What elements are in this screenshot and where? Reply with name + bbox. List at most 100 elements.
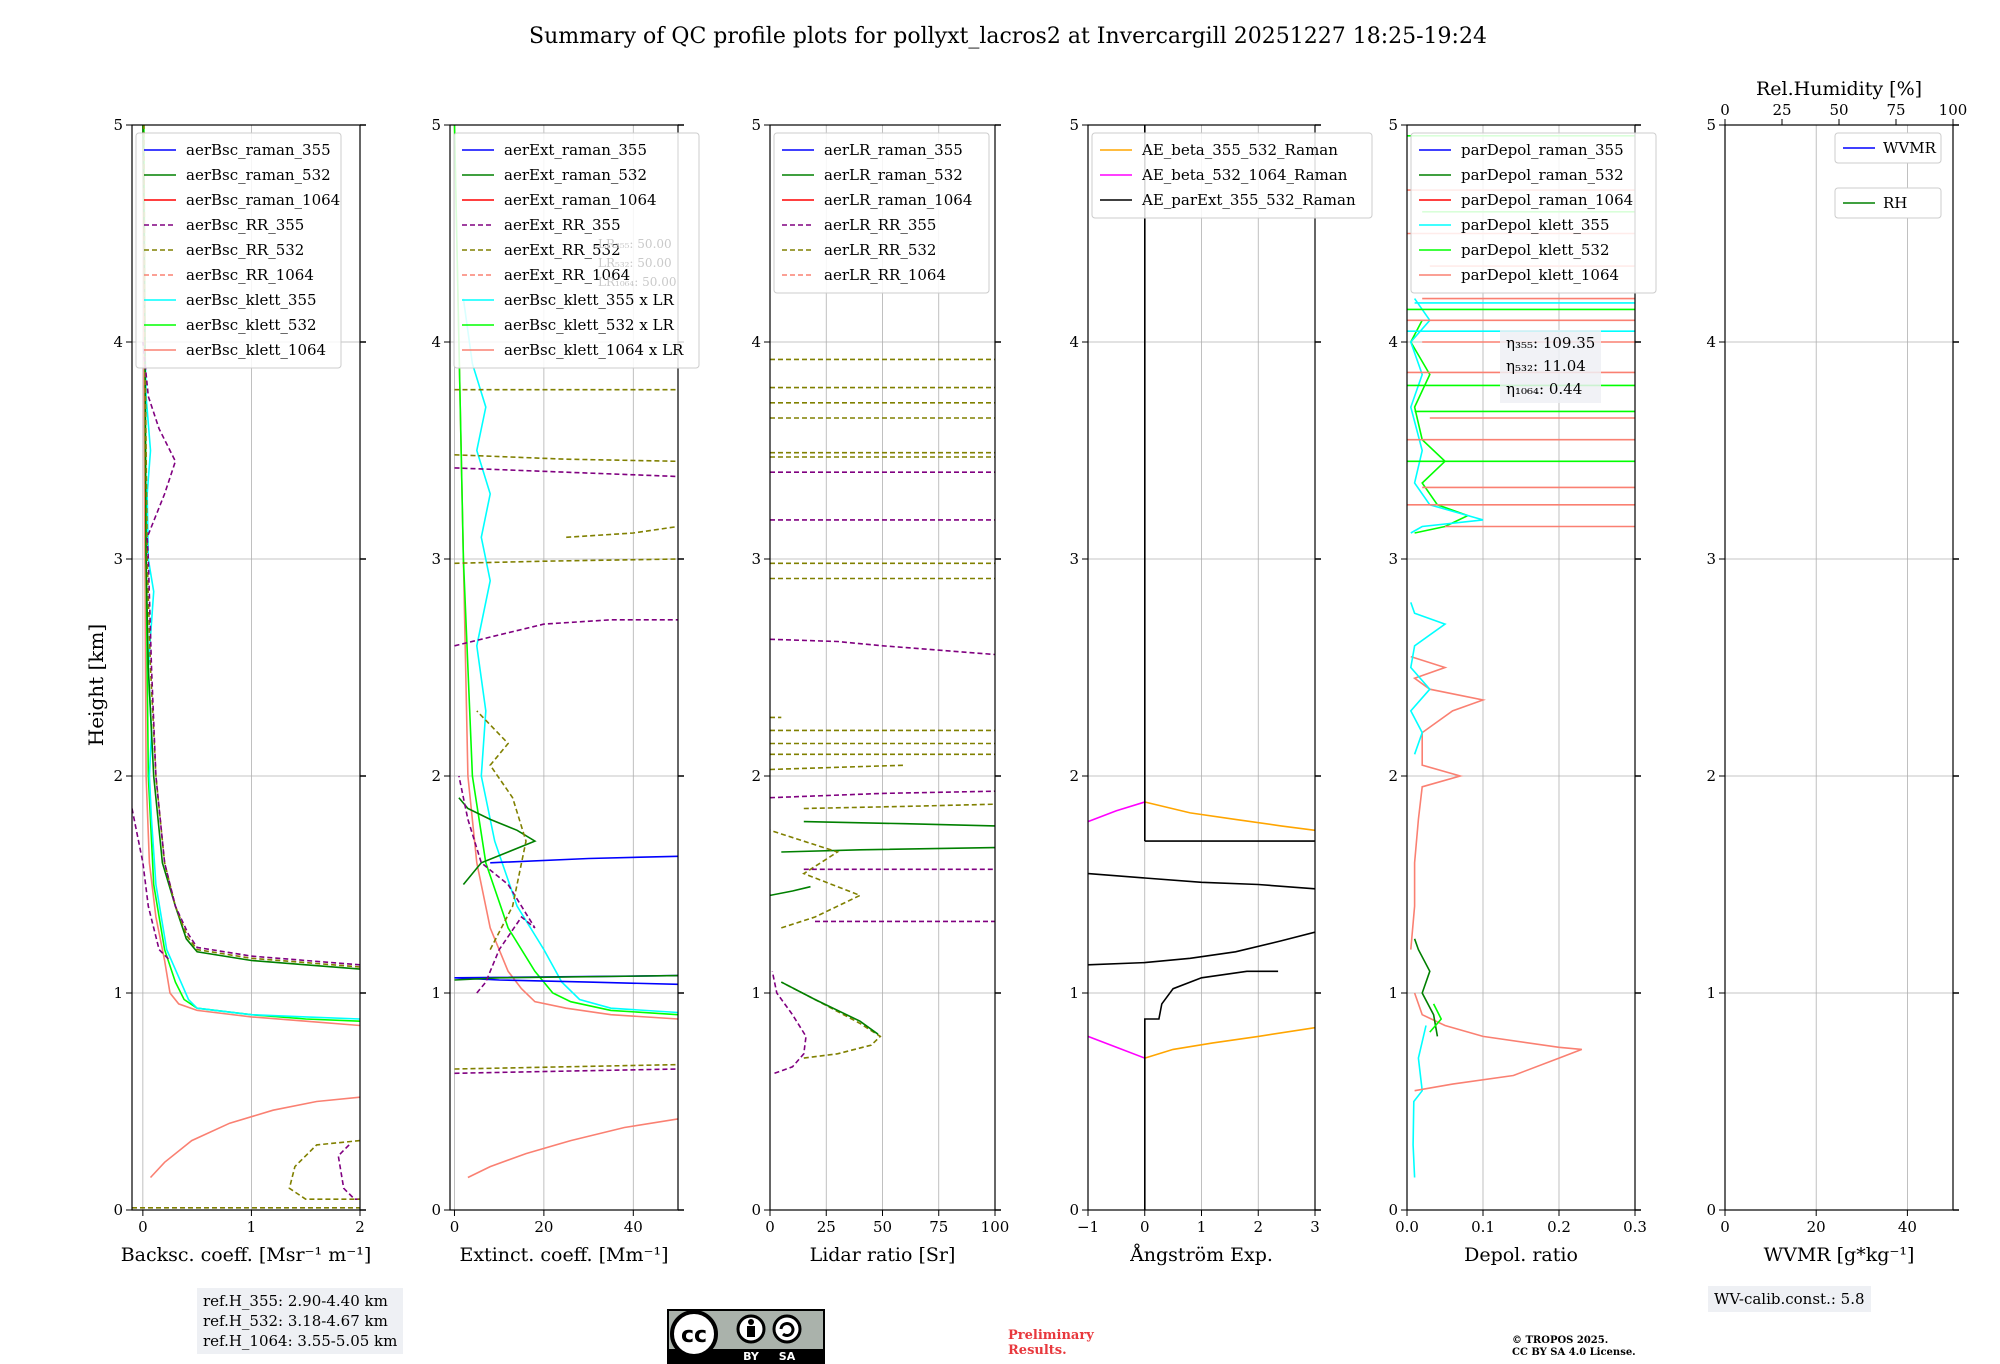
by-label: BY [743,1350,760,1363]
ytick-label-depol-0: 0 [1388,1201,1398,1219]
xlabel-lr: Lidar ratio [Sr] [810,1244,956,1266]
ytick-label-depol-4: 4 [1388,333,1398,351]
series-aerBsc_RR_355 [142,341,360,966]
legend-label-aerBsc_RR_532: aerBsc_RR_532 [186,241,304,259]
grid-ae [1087,124,1316,1211]
lr-note-1: LR₅₃₂: 50.00 [598,256,672,270]
ytick-label-ext-2: 2 [431,767,441,785]
legend-label-AE_beta_532_1064_Raman: AE_beta_532_1064_Raman [1141,166,1348,184]
eta-532: η₅₃₂: 11.04 [1506,357,1586,375]
series-aerBsc_RR_355_low [132,808,171,962]
ytick-label-depol-2: 2 [1388,767,1398,785]
legend-label-aerExt_raman_1064: aerExt_raman_1064 [504,191,657,209]
copyright-line-2: CC BY SA 4.0 License. [1512,1347,1636,1358]
x2tick-label-50: 50 [1829,101,1848,119]
legend-label-aerLR_raman_1064: aerLR_raman_1064 [824,191,972,209]
ytick-label-lr-2: 2 [751,767,761,785]
legend-label-aerLR_raman_532: aerLR_raman_532 [824,166,963,184]
series-ae_black_vertical [1144,970,1279,1210]
series-aerExt_RR_532_h1 [454,558,678,565]
frame-wv [1724,124,1954,1211]
legend-label-aerBsc_klett_532 x LR: aerBsc_klett_532 x LR [504,316,675,334]
series-aerLR_raman_532_c [781,846,995,853]
series-aerExt_RR_355_h1 [454,619,678,647]
xtick-label-wv-40: 40 [1898,1218,1917,1236]
series-aerLR_raman_532_low [780,981,879,1035]
series-ae_black_mid [1088,931,1315,966]
xtick-label-depol-0.1: 0.1 [1471,1218,1495,1236]
legend-label-RH: RH [1883,194,1907,212]
series-aerExt_raman_532 [454,974,678,981]
xtick-label-ext-20: 20 [534,1218,553,1236]
legend-ae: AE_beta_355_532_Raman AE_beta_532_1064_Ra… [1091,132,1373,219]
ytick-label-ae-2: 2 [1069,767,1079,785]
cc-mark: cc [681,1323,707,1348]
ytick-label-lr-0: 0 [751,1201,761,1219]
legend-label-AE_parExt_355_532_Raman: AE_parExt_355_532_Raman [1141,191,1356,209]
legend-label-aerBsc_RR_1064: aerBsc_RR_1064 [186,266,314,284]
legend-label-aerLR_RR_1064: aerLR_RR_1064 [824,266,946,284]
series-depol_salmon_mid [1410,655,1486,950]
legend-label-aerLR_raman_355: aerLR_raman_355 [824,141,963,159]
cc-by-sa-badge: cc BY SA [667,1309,825,1364]
series-aerBsc_raman_532 [142,125,360,970]
xtick-label-ae-0: 0 [1140,1218,1150,1236]
xlabel-depol: Depol. ratio [1464,1244,1578,1266]
ytick-label-ext-4: 4 [431,333,441,351]
legend-frame-bsc [135,132,342,369]
xlabel-wv: WVMR [g*kg⁻¹] [1764,1244,1915,1266]
xlabel-ae: Ångström Exp. [1129,1244,1273,1266]
preliminary-line-1: Preliminary [1008,1328,1094,1343]
legend-label-aerBsc_klett_355 x LR: aerBsc_klett_355 x LR [504,291,675,309]
xtick-label-ae-3: 3 [1310,1218,1320,1236]
eta-1064: η₁₀₆₄: 0.44 [1506,380,1583,398]
series-depol_cyan_up [1409,298,1484,534]
xtick-label-depol-0.3: 0.3 [1623,1218,1647,1236]
frame-depol [1406,124,1636,1211]
legend-frame-depol [1410,132,1657,294]
legend-label-aerBsc_raman_355: aerBsc_raman_355 [186,141,331,159]
ytick-label-bsc-0: 0 [113,1201,123,1219]
ytick-label-depol-5: 5 [1388,116,1398,134]
ytick-label-ext-5: 5 [431,116,441,134]
legend-label-aerExt_RR_532: aerExt_RR_532 [504,241,621,259]
xtick-label-bsc-2: 2 [355,1218,365,1236]
series-aerLR_RR_355_up1 [770,638,995,656]
sa-share-icon [772,1314,802,1344]
x2tick-label-0: 0 [1720,101,1730,119]
xtick-label-lr-75: 75 [929,1218,948,1236]
series-aerBsc_RR_532_b [288,1139,360,1200]
legend-label-aerBsc_klett_532: aerBsc_klett_532 [186,316,317,334]
ytick-label-bsc-4: 4 [113,333,123,351]
ytick-label-wv-0: 0 [1706,1201,1716,1219]
legend-frame-ae [1091,132,1373,219]
series-aerExt_RR_532_low1 [454,1063,678,1070]
x2label-wv: Rel.Humidity [%] [1756,78,1922,100]
legend-ext: aerExt_raman_355 aerExt_raman_532 aerExt_r… [453,132,700,369]
xlabel-ext: Extinct. coeff. [Mm⁻¹] [459,1244,668,1266]
panel-lr: 0 25 50 75 100 0 1 2 3 4 5 Lidar ratio [Sr] aerLR_ra… [751,116,1009,1266]
series-aerExt_RR_355_low1 [454,1068,678,1075]
legend-label-aerLR_RR_532: aerLR_RR_532 [824,241,936,259]
series-aerExt_raman_355_b [490,855,678,864]
series-klett532_LR [453,125,678,1016]
series-ae_black_mid2 [1088,872,1315,890]
panel-wv: 0 20 40 0 1 2 3 4 5 WVMR [g*kg⁻¹] 0 25 50 75 100 Rel.Hu… [1706,78,1967,1266]
series-aerLR_raman_532_b [770,885,811,897]
y-axis-label: Height [km] [84,624,108,746]
xtick-label-ae-−1: −1 [1077,1218,1099,1236]
legend-label-aerBsc_klett_355: aerBsc_klett_355 [186,291,317,309]
legend-label-aerBsc_klett_1064 x LR: aerBsc_klett_1064 x LR [504,341,684,359]
series-aerBsc_RR_355_b [337,1144,360,1200]
series-aerLR_RR_355_mid3 [770,790,995,799]
legend-label-aerExt_raman_532: aerExt_raman_532 [504,166,647,184]
preliminary-line-2: Results. [1008,1343,1067,1358]
legend-label-parDepol_klett_1064: parDepol_klett_1064 [1461,266,1619,284]
legend-bsc: aerBsc_raman_355 aerBsc_raman_532 aerBsc_r… [135,132,342,369]
series-aerBsc_klett_1064 [149,1096,360,1179]
legend-label-parDepol_klett_532: parDepol_klett_532 [1461,241,1610,259]
ytick-label-ae-0: 0 [1069,1201,1079,1219]
lr-note-2: LR₁₀₆₄: 50.00 [598,275,676,289]
series-klett355_LR [462,298,678,1014]
